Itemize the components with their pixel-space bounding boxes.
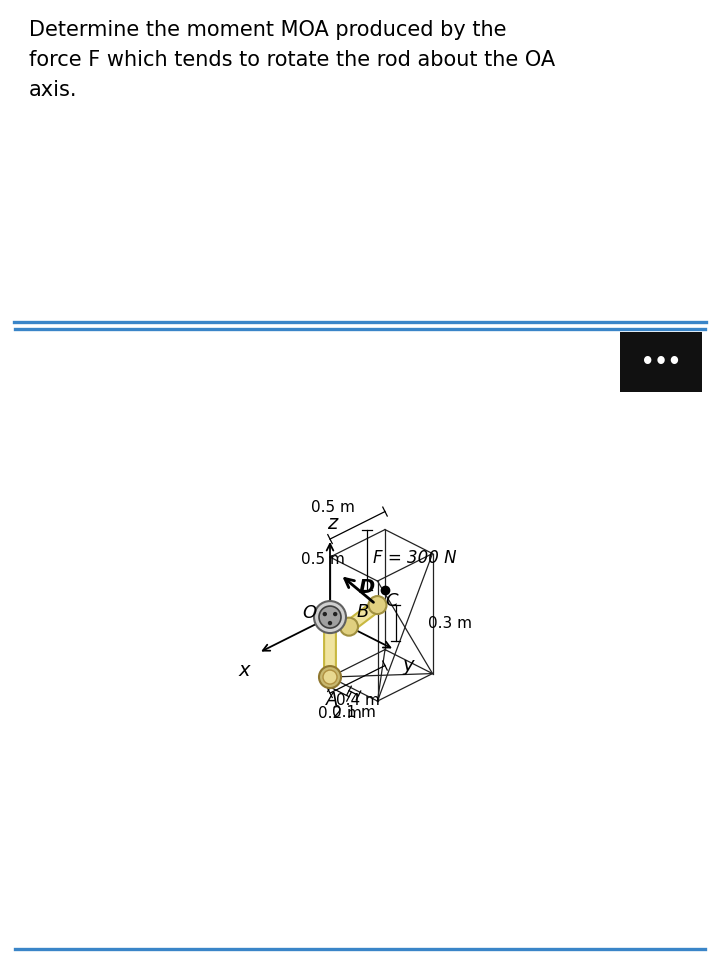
- Text: 0.2 m: 0.2 m: [318, 706, 361, 720]
- Text: 0.3 m: 0.3 m: [428, 616, 472, 630]
- Text: F = 300 N: F = 300 N: [373, 550, 456, 567]
- Text: O: O: [302, 604, 316, 622]
- Text: 0.5 m: 0.5 m: [310, 500, 354, 515]
- Text: •••: •••: [641, 353, 681, 372]
- Circle shape: [369, 596, 387, 614]
- Text: C: C: [385, 592, 398, 610]
- Text: 0.5 m: 0.5 m: [301, 552, 345, 567]
- Text: B: B: [357, 603, 369, 621]
- Circle shape: [323, 670, 337, 684]
- Circle shape: [333, 612, 338, 616]
- Circle shape: [319, 606, 341, 628]
- Text: 0.4 m: 0.4 m: [336, 694, 379, 708]
- FancyBboxPatch shape: [620, 332, 702, 392]
- Text: D: D: [359, 578, 375, 597]
- Text: Determine the moment MOA produced by the
force F which tends to rotate the rod a: Determine the moment MOA produced by the…: [29, 19, 555, 101]
- Text: 0.1 m: 0.1 m: [332, 705, 376, 720]
- Circle shape: [323, 612, 327, 616]
- Text: A: A: [326, 691, 338, 709]
- Circle shape: [314, 601, 346, 633]
- Circle shape: [340, 618, 358, 636]
- Text: z: z: [327, 514, 337, 533]
- Text: x: x: [239, 661, 251, 680]
- Circle shape: [319, 666, 341, 688]
- Text: y: y: [402, 655, 414, 674]
- Circle shape: [328, 621, 332, 626]
